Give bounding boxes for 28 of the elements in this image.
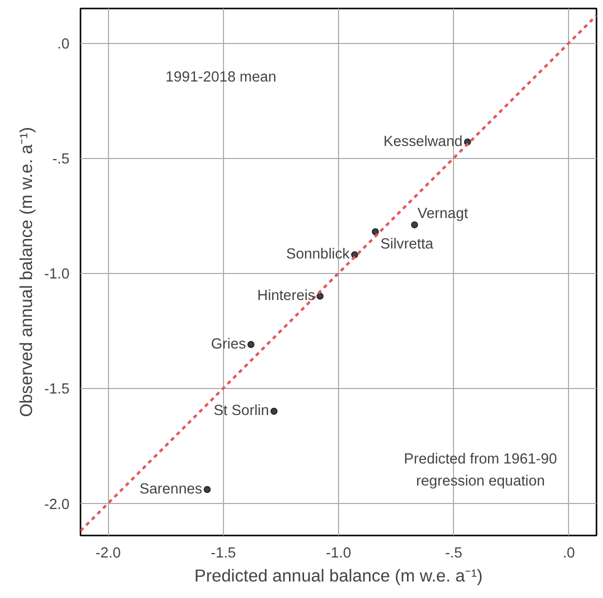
annotation: Sarennes bbox=[139, 481, 202, 498]
point bbox=[372, 228, 379, 236]
annotation: Vernagt bbox=[418, 206, 468, 222]
annotation: Hintereis bbox=[257, 288, 316, 304]
x-tick-label: -.5 bbox=[445, 546, 462, 562]
point bbox=[316, 292, 324, 300]
annotation: Gries bbox=[210, 336, 246, 352]
y-tick-label: .0 bbox=[57, 36, 70, 53]
x-tick-label: -1.5 bbox=[210, 546, 236, 562]
annotation: St Sorlin bbox=[214, 403, 269, 420]
point bbox=[411, 221, 418, 228]
point bbox=[247, 340, 254, 348]
y-tick-label: -1.0 bbox=[44, 266, 70, 283]
y-tick-label: -2.0 bbox=[44, 496, 70, 513]
annotation: Silvretta bbox=[380, 236, 434, 253]
annotation: Predicted from 1961-90 regression equation bbox=[404, 452, 558, 490]
point bbox=[204, 486, 211, 493]
x-axis-title: Predicted annual balance (m w.e. a⁻¹) bbox=[194, 566, 483, 586]
x-tick-label: -1.0 bbox=[326, 546, 352, 562]
point bbox=[270, 408, 278, 415]
annotation: 1991-2018 mean bbox=[166, 70, 276, 86]
y-tick-label: -1.5 bbox=[44, 382, 70, 398]
y-axis-title: Observed annual balance (m w.e. a⁻¹) bbox=[16, 126, 36, 418]
annotation: Kesselwand bbox=[383, 134, 463, 150]
x-tick-label: .0 bbox=[562, 546, 575, 562]
x-tick-label: -2.0 bbox=[96, 546, 121, 562]
y-tick-label: -.5 bbox=[52, 152, 70, 168]
annotation: Sonnblick bbox=[286, 246, 350, 263]
